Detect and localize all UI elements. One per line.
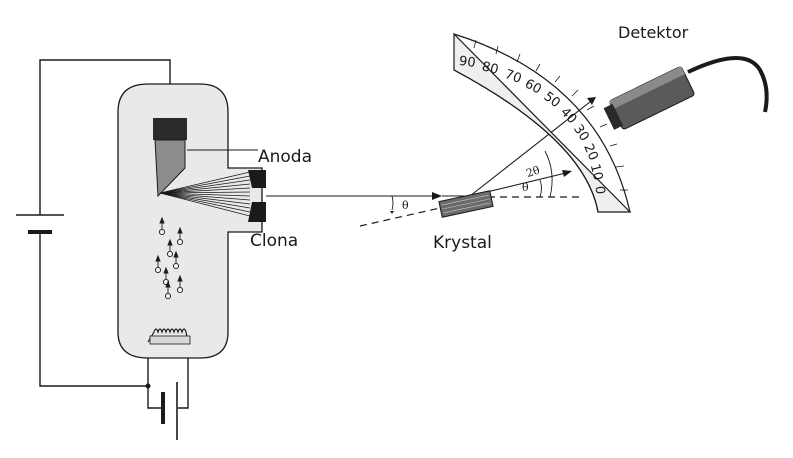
high-voltage-battery <box>16 214 64 234</box>
label-clona: Clona <box>250 231 298 251</box>
two-theta-arc <box>544 150 553 198</box>
scale-mark-10: 10 <box>587 162 606 182</box>
junction-dot <box>145 383 151 389</box>
electrons <box>154 216 184 300</box>
scale-mark-40: 40 <box>557 105 579 127</box>
diffracted-beam <box>469 97 596 197</box>
label-theta-left: θ <box>402 199 409 212</box>
wire-filament-battery <box>147 386 162 409</box>
scale-mark-30: 30 <box>570 122 592 144</box>
theta-arc-left <box>391 195 394 211</box>
scale-mark-20: 20 <box>580 142 600 163</box>
detector <box>603 66 695 130</box>
label-theta-right: θ <box>522 181 529 194</box>
xray-tube <box>117 83 263 359</box>
label-detektor: Detektor <box>618 23 689 42</box>
scale-numbers: 90 80 70 60 50 40 30 20 10 0 <box>458 54 607 195</box>
wire-bottom <box>39 232 148 387</box>
label-krystal: Krystal <box>433 233 492 253</box>
incident-beam-arrow <box>432 192 442 200</box>
filament-battery <box>161 382 178 440</box>
label-two-theta: 2θ <box>525 163 542 180</box>
scale-mark-90: 90 <box>458 54 476 71</box>
scale-mark-50: 50 <box>541 89 563 111</box>
anode <box>153 118 187 198</box>
collimator-slit <box>248 170 266 222</box>
wire-filament-right <box>178 342 189 409</box>
scale-mark-0: 0 <box>592 186 608 195</box>
scale-mark-70: 70 <box>503 67 524 87</box>
xray-fan <box>159 171 251 217</box>
crystal-plane-extension-left <box>359 207 441 227</box>
scale-ticks <box>473 39 628 191</box>
scale-mark-80: 80 <box>480 59 500 78</box>
label-anoda: Anoda <box>258 147 312 167</box>
cathode-filament <box>147 328 191 345</box>
detector-cable <box>687 56 769 113</box>
crystal <box>438 190 494 218</box>
scale-mark-60: 60 <box>522 77 544 98</box>
theta-arc-right <box>539 179 542 198</box>
